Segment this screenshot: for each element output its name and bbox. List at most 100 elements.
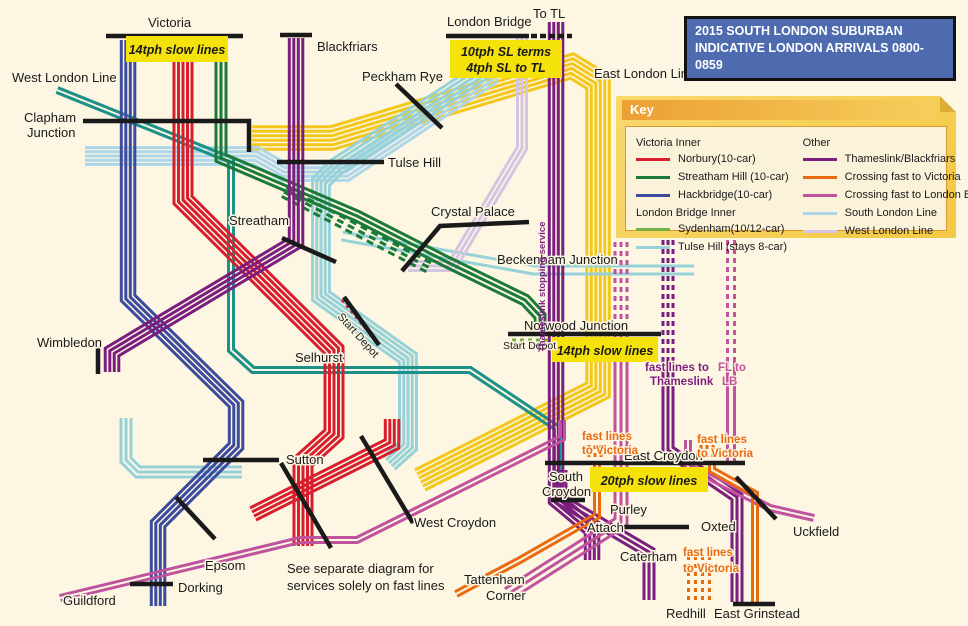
line-bundle-yellow-east-london-line bbox=[252, 52, 611, 492]
box-sl-terms-line1: 10tph SL terms bbox=[461, 45, 551, 59]
station-label-tattenham-2: Corner bbox=[486, 588, 526, 603]
crystal-palace-bar bbox=[400, 219, 530, 273]
oxted-bar bbox=[734, 475, 778, 521]
route-line bbox=[281, 195, 429, 274]
legend-item: Hackbridge(10-car) bbox=[636, 189, 789, 201]
route-line bbox=[552, 22, 592, 560]
key-legend: Victoria Inner Norbury(10-car) Streatham… bbox=[625, 126, 968, 253]
route-line bbox=[108, 38, 296, 372]
key-column-right: Other Thameslink/Blackfriars Crossing fa… bbox=[802, 134, 968, 237]
route-notes: fast lines to Victoria fast lines to Vic… bbox=[287, 222, 755, 593]
sutton-diagonal-bar bbox=[279, 461, 333, 550]
station-label-to-tl: To TL bbox=[533, 6, 565, 21]
route-line bbox=[408, 38, 524, 268]
station-label-crystal-palace: Crystal Palace bbox=[431, 204, 515, 219]
legend-swatch-norbury bbox=[636, 157, 670, 161]
legend-swatch-west-london-line bbox=[802, 229, 837, 233]
legend-swatch-crossing-london-b bbox=[802, 193, 837, 197]
station-label-sutton: Sutton bbox=[286, 452, 324, 467]
line-bundle-green-streatham-hill bbox=[214, 40, 547, 331]
legend-label-west-london-line: West London Line bbox=[844, 225, 934, 237]
line-bundle-pink-fl-lb bbox=[726, 358, 736, 462]
title-line2: INDICATIVE LONDON ARRIVALS 0800-0859 bbox=[695, 40, 924, 72]
route-line bbox=[103, 38, 291, 373]
route-line bbox=[708, 463, 754, 602]
key-column-left: Victoria Inner Norbury(10-car) Streatham… bbox=[636, 134, 789, 253]
route-line bbox=[285, 186, 433, 265]
route-line bbox=[713, 463, 759, 602]
note-separate-diagram-2: services solely on fast lines bbox=[287, 578, 445, 593]
route-line bbox=[112, 38, 300, 373]
route-line bbox=[181, 40, 336, 546]
station-label-purley: Purley bbox=[610, 502, 647, 517]
legend-item: Sydenham(10/12-car) bbox=[636, 223, 789, 235]
box-14tph-victoria bbox=[126, 36, 228, 62]
legend-swatch-thameslink bbox=[802, 157, 837, 161]
legend-label-streatham-hill: Streatham Hill (10-car) bbox=[678, 171, 789, 183]
line-bundle-red-sutton-branch bbox=[249, 419, 401, 522]
station-label-attach: Attach bbox=[587, 520, 624, 535]
key-group-london-bridge-inner: London Bridge Inner bbox=[636, 207, 736, 219]
line-bundle-green-dashed bbox=[281, 186, 433, 274]
station-label-clapham-2: Junction bbox=[27, 125, 75, 140]
note-fl-thameslink-b: Thameslink bbox=[650, 376, 714, 388]
line-bundle-navy-hackbridge bbox=[119, 40, 245, 606]
route-line bbox=[119, 40, 231, 606]
legend-swatch-crossing-victoria bbox=[802, 175, 837, 179]
box-14tph-victoria-label: 14tph slow lines bbox=[129, 43, 226, 57]
station-label-beckenham-junction: Beckenham Junction bbox=[497, 252, 618, 267]
title-line1: 2015 SOUTH LONDON SUBURBAN bbox=[695, 24, 903, 38]
station-label-norwood-junction: Norwood Junction bbox=[524, 318, 628, 333]
route-line bbox=[59, 420, 561, 598]
note-thameslink-service: Thameslink stopping service bbox=[537, 222, 548, 352]
station-label-tulse-hill: Tulse Hill bbox=[388, 155, 441, 170]
legend-label-south-london-line: South London Line bbox=[844, 207, 938, 219]
legend-label-hackbridge: Hackbridge(10-car) bbox=[678, 189, 773, 201]
key-panel: Key Victoria Inner Norbury(10-car) Strea… bbox=[616, 96, 968, 253]
route-line bbox=[190, 40, 345, 546]
legend-item: Tulse Hill (stays 8-car) bbox=[636, 241, 789, 253]
route-line bbox=[342, 230, 694, 268]
peckham-rye-bar bbox=[394, 82, 444, 130]
line-bundle-purple-right-dashed bbox=[661, 240, 675, 358]
epsom-bar bbox=[174, 495, 217, 541]
legend-item: Norbury(10-car) bbox=[636, 153, 789, 165]
route-line bbox=[128, 40, 240, 606]
route-line bbox=[214, 40, 537, 331]
route-line bbox=[60, 420, 566, 602]
legend-item: Crossing fast to Victoria bbox=[802, 171, 968, 183]
station-label-blackfriars: Blackfriars bbox=[317, 39, 378, 54]
box-20tph bbox=[590, 467, 708, 492]
line-bundle-red-depot-dashed bbox=[340, 299, 379, 343]
line-bundle-orange-dash-ec2 bbox=[699, 445, 715, 462]
note-fl-victoria-3b: to Victoria bbox=[683, 563, 740, 575]
legend-swatch-streatham-hill bbox=[636, 175, 670, 179]
station-label-west-london-line: West London Line bbox=[12, 70, 117, 85]
station-label-redhill: Redhill bbox=[666, 606, 706, 621]
legend-item: West London Line bbox=[802, 225, 968, 237]
station-label-epsom: Epsom bbox=[205, 558, 245, 573]
station-labels: Victoria West London Line Clapham Juncti… bbox=[11, 5, 841, 623]
box-sl-terms bbox=[450, 40, 562, 78]
route-line bbox=[684, 440, 814, 522]
station-label-caterham: Caterham bbox=[620, 549, 677, 564]
station-label-selhurst: Selhurst bbox=[295, 350, 343, 365]
station-label-oxted: Oxted bbox=[701, 519, 736, 534]
station-label-wimbledon: Wimbledon bbox=[37, 335, 102, 350]
station-label-tattenham-1: Tattenham bbox=[464, 572, 525, 587]
line-bundle-cyan-sutton-loop bbox=[119, 418, 242, 479]
route-line bbox=[408, 38, 528, 272]
route-line bbox=[172, 40, 327, 546]
legend-label-crossing-london-b: Crossing fast to London B bbox=[844, 189, 968, 201]
box-20tph-label: 20tph slow lines bbox=[600, 474, 698, 488]
legend-item: Crossing fast to London B bbox=[802, 189, 968, 201]
line-bundle-magenta-guildford bbox=[59, 420, 566, 602]
line-bundle-orange-east-grinstead bbox=[708, 463, 759, 602]
route-line bbox=[507, 358, 623, 596]
legend-swatch-sydenham bbox=[636, 227, 670, 231]
note-fl-thameslink-a: fast lines to bbox=[645, 362, 709, 374]
legend-swatch-tulse-hill bbox=[636, 245, 670, 249]
line-bundle-orange-dash-ec1 bbox=[587, 445, 603, 462]
line-bundle-purple-blackfriars-wimbledon bbox=[103, 38, 305, 373]
station-label-dorking: Dorking bbox=[178, 580, 223, 595]
